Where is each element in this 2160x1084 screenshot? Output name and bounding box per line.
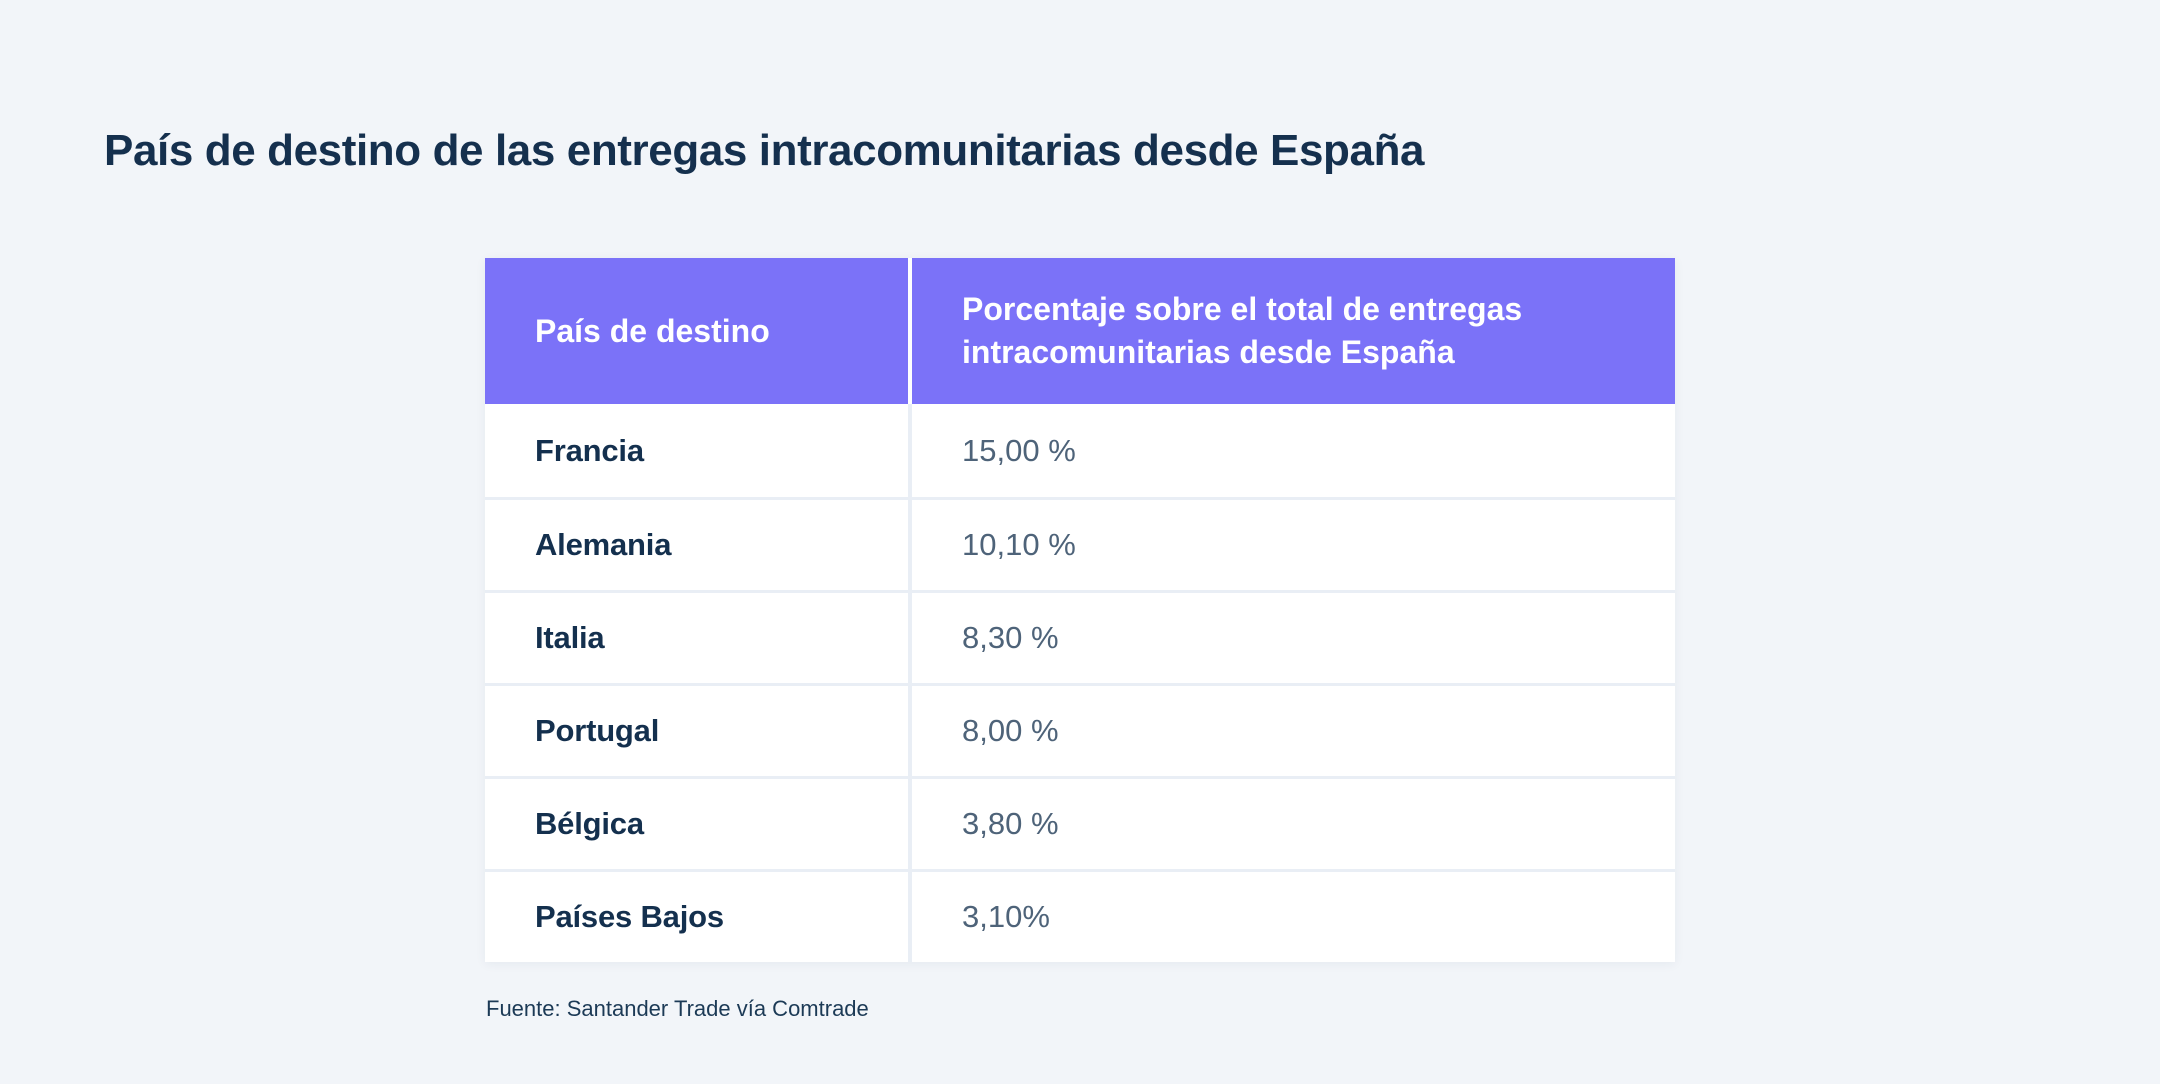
data-table: País de destino Porcentaje sobre el tota… [485,258,1675,962]
table-row: Países Bajos 3,10% [485,869,1675,962]
country-name: Francia [535,432,644,468]
value-cell: 8,00 % [912,686,1675,776]
table-row: Alemania 10,10 % [485,497,1675,590]
value-cell: 3,10% [912,872,1675,962]
table-header-country: País de destino [485,258,912,404]
country-cell: Alemania [485,500,912,590]
country-name: Portugal [535,713,660,748]
value-cell: 3,80 % [912,779,1675,869]
percentage-value: 8,30 % [962,620,1059,655]
table-header-row: País de destino Porcentaje sobre el tota… [485,258,1675,404]
country-cell: Italia [485,593,912,683]
value-cell: 10,10 % [912,500,1675,590]
country-cell: Bélgica [485,779,912,869]
table-row: Bélgica 3,80 % [485,776,1675,869]
value-cell: 8,30 % [912,593,1675,683]
table-row: Italia 8,30 % [485,590,1675,683]
table-header-percentage-label: Porcentaje sobre el total de entregas in… [962,291,1523,370]
country-name: Países Bajos [535,899,724,934]
table-header-percentage: Porcentaje sobre el total de entregas in… [912,258,1675,404]
percentage-value: 3,10% [962,899,1050,934]
table-row: Francia 15,00 % [485,404,1675,497]
country-name: Italia [535,620,605,655]
country-name: Alemania [535,527,672,562]
country-cell: Francia [485,404,912,497]
source-note: Fuente: Santander Trade vía Comtrade [486,996,869,1021]
value-cell: 15,00 % [912,404,1675,497]
page-title: País de destino de las entregas intracom… [104,126,1425,176]
percentage-value: 3,80 % [962,806,1059,841]
table-header-country-label: País de destino [535,312,770,349]
country-cell: Países Bajos [485,872,912,962]
country-cell: Portugal [485,686,912,776]
country-name: Bélgica [535,806,644,841]
percentage-value: 10,10 % [962,527,1076,562]
percentage-value: 15,00 % [962,432,1076,468]
table-row: Portugal 8,00 % [485,683,1675,776]
percentage-value: 8,00 % [962,713,1059,748]
